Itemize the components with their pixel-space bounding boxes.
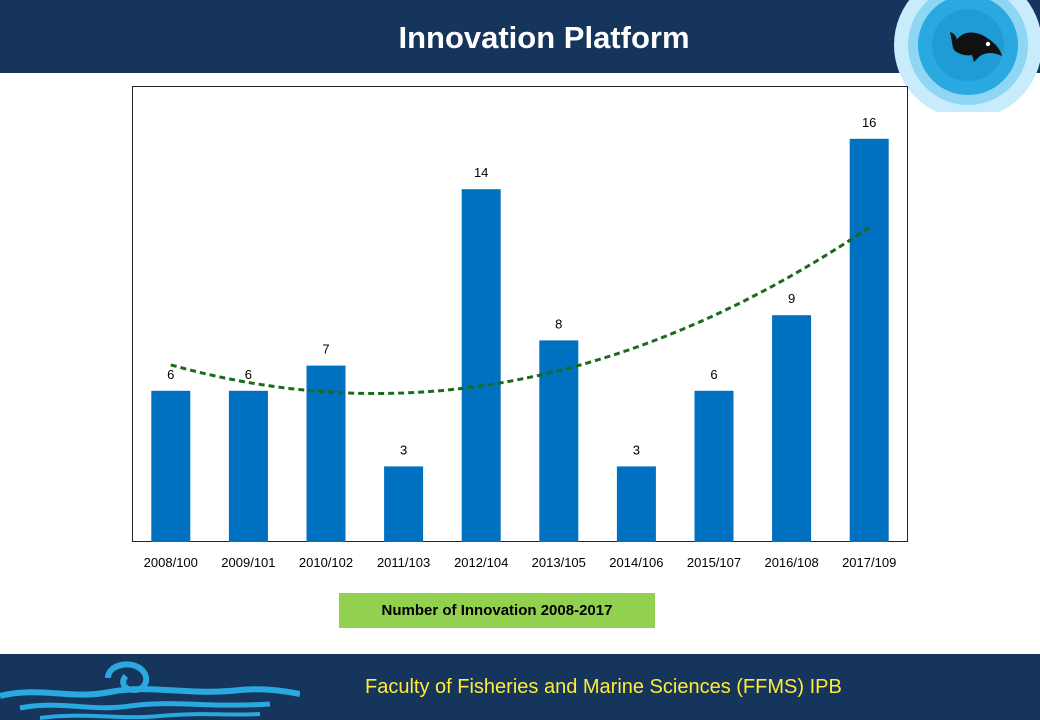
header-bar: [0, 0, 1040, 73]
footer-text: Faculty of Fisheries and Marine Sciences…: [365, 676, 842, 698]
bar: [228, 390, 268, 542]
data-label: 16: [862, 115, 876, 130]
x-tick-label: 2017/109: [842, 555, 896, 570]
bar: [461, 189, 501, 542]
x-tick-label: 2013/105: [532, 555, 586, 570]
bar: [151, 390, 191, 542]
fish-icon: [894, 0, 1040, 112]
x-tick-label: 2008/100: [144, 555, 198, 570]
bar: [384, 466, 424, 542]
bar: [539, 340, 579, 542]
data-label: 6: [710, 367, 717, 382]
data-label: 9: [788, 291, 795, 306]
data-label: 3: [633, 442, 640, 457]
data-label: 6: [245, 367, 252, 382]
page-title: Innovation Platform: [398, 20, 690, 55]
x-tick-label: 2012/104: [454, 555, 508, 570]
bar: [694, 390, 734, 542]
x-tick-label: 2010/102: [299, 555, 353, 570]
trend-line: [170, 226, 871, 395]
data-label: 8: [555, 316, 562, 331]
bar: [849, 138, 889, 543]
chart-caption: Number of Innovation 2008-2017: [339, 593, 655, 628]
x-tick-label: 2014/106: [609, 555, 663, 570]
footer-bar: [0, 654, 1040, 720]
x-tick-label: 2009/101: [221, 555, 275, 570]
bar: [772, 315, 812, 542]
data-label: 14: [474, 165, 488, 180]
bar: [306, 365, 346, 542]
x-tick-label: 2011/103: [377, 555, 430, 570]
wave-icon: [0, 661, 300, 720]
data-label: 7: [322, 342, 329, 357]
x-tick-label: 2016/108: [764, 555, 818, 570]
data-label: 3: [400, 442, 407, 457]
x-tick-label: 2015/107: [687, 555, 741, 570]
bar: [616, 466, 656, 542]
data-label: 6: [167, 367, 174, 382]
